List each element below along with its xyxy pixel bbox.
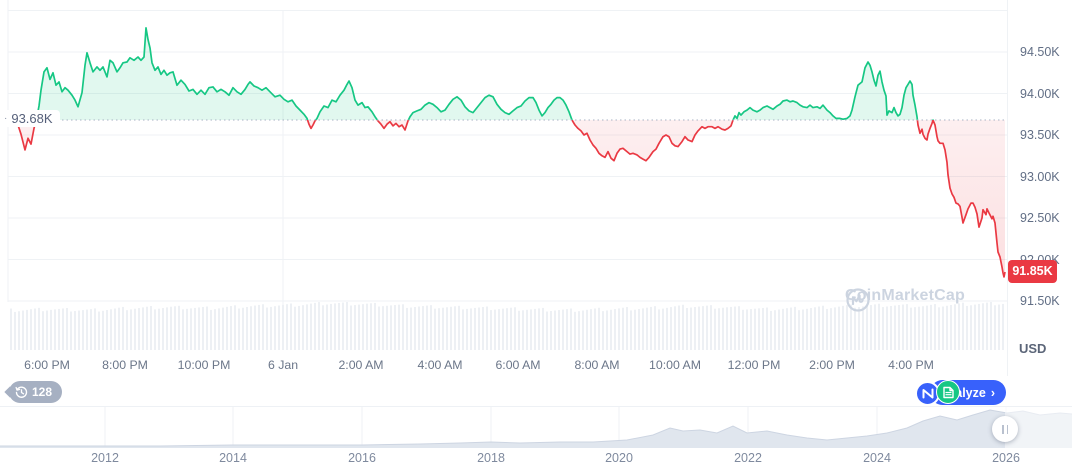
price-tick-label: 91.50K <box>1020 294 1060 308</box>
time-tick-label: 6:00 PM <box>24 358 70 372</box>
price-tick-label: 93.50K <box>1020 128 1060 142</box>
price-chart-canvas[interactable] <box>0 0 1007 352</box>
navigator-area-fill <box>0 410 1072 448</box>
price-tick-label: 94.50K <box>1020 45 1060 59</box>
chart-footer-toolbar: 128 Analyze › <box>0 378 1072 406</box>
baseline-price-value: 93.68K <box>11 111 53 126</box>
badge-pointer-tip <box>4 386 16 398</box>
time-tick-label: 2:00 AM <box>338 358 384 372</box>
navigator-year-axis: 2012 2014 2016 2018 2020 2022 2024 2026 <box>0 451 1072 471</box>
price-axis: 91.85K USD 94.50K 94.00K 93.50K 93.00K 92.50… <box>1007 0 1072 376</box>
area-fill-below-baseline <box>15 120 1005 277</box>
coinmarketcap-logo-icon <box>846 288 870 312</box>
navigator-year-label: 2014 <box>219 451 247 465</box>
trade-history-count-badge[interactable]: 128 <box>4 381 63 403</box>
time-tick-label: 10:00 AM <box>649 358 701 372</box>
navigator-year-label: 2022 <box>734 451 762 465</box>
timeline-navigator[interactable]: 2012 2014 2016 2018 2020 2022 2024 2026 <box>0 406 1072 471</box>
price-line-down-segments <box>14 120 1006 278</box>
time-tick-label: 8:00 AM <box>574 358 620 372</box>
document-icon-circle[interactable] <box>936 380 960 404</box>
navigator-year-label: 2016 <box>348 451 376 465</box>
volume-bars <box>10 301 1004 350</box>
time-tick-label: 6:00 AM <box>495 358 541 372</box>
price-chart-plot-area[interactable]: · 93.68K CoinMarketCap <box>0 0 1007 352</box>
price-tick-label: 94.00K <box>1020 86 1060 101</box>
time-tick-label: 12:00 PM <box>727 358 781 372</box>
price-tick-label: 92.50K <box>1020 211 1060 225</box>
price-line-up-segments <box>15 27 934 121</box>
history-count-value: 128 <box>32 385 53 399</box>
navigator-area-line <box>0 409 1072 447</box>
navigator-area-chart[interactable] <box>0 407 1072 451</box>
time-axis: 6:00 PM 8:00 PM 10:00 PM 6 Jan 2:00 AM 4:00 A… <box>0 354 1007 378</box>
time-tick-label: 2:00 PM <box>809 358 855 372</box>
current-price-badge: 91.85K <box>1008 260 1057 283</box>
navigator-year-label: 2024 <box>863 451 891 465</box>
pulse-zigzag-glyph <box>922 388 933 399</box>
price-tick-label: 93.00K <box>1020 169 1060 184</box>
time-tick-label: 8:00 PM <box>102 358 148 372</box>
baseline-price-label: · 93.68K <box>2 110 60 127</box>
time-tick-label: 6 Jan <box>267 358 299 372</box>
time-tick-label: 10:00 PM <box>177 358 231 372</box>
navigator-year-label: 2018 <box>477 451 505 465</box>
time-tick-label: 4:00 PM <box>888 358 934 372</box>
area-fill-above-baseline <box>36 27 918 121</box>
history-clock-icon <box>15 386 28 398</box>
chevron-right-icon: › <box>990 385 995 400</box>
coinmarketcap-watermark: CoinMarketCap <box>845 287 965 312</box>
time-tick-label: 4:00 AM <box>417 358 463 372</box>
watermark-text: CoinMarketCap <box>845 287 965 304</box>
currency-unit-label: USD <box>1019 341 1047 356</box>
baseline-marker-dot: · <box>4 113 8 124</box>
document-glyph <box>942 386 954 398</box>
navigator-year-label: 2012 <box>91 451 119 465</box>
navigator-year-label: 2020 <box>605 451 633 465</box>
navigator-range-handle[interactable] <box>992 416 1018 442</box>
navigator-year-label: 2026 <box>992 451 1020 465</box>
